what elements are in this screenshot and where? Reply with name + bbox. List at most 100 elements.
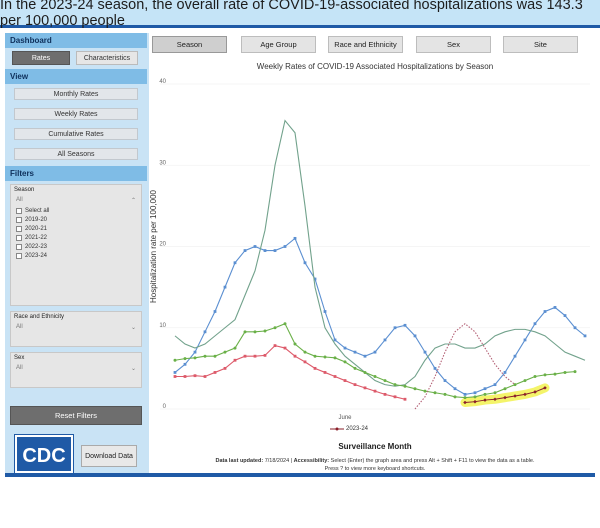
series-marker <box>373 350 377 354</box>
series-marker <box>183 362 187 366</box>
cdc-logo-text: CDC <box>22 445 65 467</box>
series-marker <box>573 370 577 374</box>
accessibility-text: Select (Enter) the graph area and press … <box>330 458 535 464</box>
tab-site[interactable]: Site <box>503 36 578 53</box>
dashboard-toggle: Rates Characteristics <box>5 48 147 69</box>
sidebar: Dashboard Rates Characteristics View Mon… <box>5 33 147 474</box>
series-marker <box>423 350 427 354</box>
checkbox-icon <box>16 243 22 250</box>
series-marker <box>203 375 207 378</box>
y-tick-label: 20 <box>159 242 166 248</box>
updated-label: Data last updated: <box>215 458 264 464</box>
series-line-2 <box>174 322 576 399</box>
series-marker <box>273 344 277 348</box>
series-marker <box>563 314 567 317</box>
option-label: 2023-24 <box>25 252 48 259</box>
chart-title: Weekly Rates of COVID-19 Associated Hosp… <box>256 62 494 71</box>
monthly-rates-button[interactable]: Monthly Rates <box>14 88 138 100</box>
characteristics-button[interactable]: Characteristics <box>76 51 138 65</box>
tab-sex[interactable]: Sex <box>416 36 491 53</box>
cumulative-rates-button[interactable]: Cumulative Rates <box>14 128 138 140</box>
series-marker <box>413 334 417 338</box>
series-marker <box>533 390 537 394</box>
series-marker <box>463 400 467 405</box>
series-marker <box>393 395 397 399</box>
series-marker <box>243 249 247 252</box>
series-marker <box>243 354 247 358</box>
series-marker <box>283 346 287 350</box>
checkbox-icon <box>16 252 22 259</box>
series-marker <box>543 310 547 313</box>
season-filter[interactable]: Season All ⌃ Select all 2019-20 2020-21 … <box>10 184 142 306</box>
series-marker <box>173 375 177 378</box>
race-filter[interactable]: Race and Ethnicity All ⌄ <box>10 311 142 347</box>
series-marker <box>543 373 547 377</box>
race-dropdown[interactable]: All ⌄ <box>11 322 141 333</box>
series-marker <box>303 261 307 265</box>
sex-filter[interactable]: Sex All ⌄ <box>10 352 142 388</box>
season-option-2022-23[interactable]: 2022-23 <box>11 242 141 251</box>
view-buttons: Monthly Rates Weekly Rates Cumulative Ra… <box>5 88 147 166</box>
tab-race-ethnicity[interactable]: Race and Ethnicity <box>328 36 403 53</box>
chevron-down-icon: ⌄ <box>130 325 136 331</box>
season-option-2019-20[interactable]: 2019-20 <box>11 215 141 224</box>
series-marker <box>173 358 177 362</box>
series-marker <box>483 387 487 391</box>
series-marker <box>233 358 237 362</box>
reset-filters-button[interactable]: Reset Filters <box>10 406 142 425</box>
series-marker <box>463 392 467 396</box>
series-marker <box>323 310 327 313</box>
series-marker <box>333 338 337 342</box>
sex-dropdown[interactable]: All ⌄ <box>11 363 141 374</box>
rates-button[interactable]: Rates <box>12 51 70 65</box>
series-marker <box>363 386 367 390</box>
series-marker <box>433 366 437 370</box>
series-marker <box>263 329 267 333</box>
chart-legend: 2023-24 <box>330 426 368 432</box>
series-marker <box>423 389 427 393</box>
season-option-2020-21[interactable]: 2020-21 <box>11 224 141 233</box>
series-marker <box>483 392 487 396</box>
series-marker <box>493 383 497 387</box>
download-data-button[interactable]: Download Data <box>81 445 137 467</box>
all-seasons-button[interactable]: All Seasons <box>14 148 138 160</box>
season-dropdown[interactable]: All ⌃ <box>11 195 141 206</box>
series-marker <box>293 342 297 346</box>
series-marker <box>283 245 287 248</box>
series-marker <box>263 249 267 252</box>
race-filter-label: Race and Ethnicity <box>14 314 65 320</box>
series-marker <box>373 389 377 393</box>
checkbox-icon <box>16 216 22 223</box>
series-marker <box>233 261 237 265</box>
headline-banner: In the 2023-24 season, the overall rate … <box>0 0 600 29</box>
series-marker <box>503 395 507 400</box>
series-marker <box>513 394 517 398</box>
series-marker <box>253 354 257 358</box>
season-option-2021-22[interactable]: 2021-22 <box>11 233 141 242</box>
option-label: 2021-22 <box>25 234 48 241</box>
season-option-2023-24[interactable]: 2023-24 <box>11 251 141 260</box>
x-axis-label: Surveillance Month <box>338 442 412 451</box>
checkbox-icon <box>16 225 22 232</box>
series-marker <box>263 353 267 357</box>
series-marker <box>333 356 337 360</box>
series-marker <box>563 370 567 374</box>
updated-value: 7/18/2024 <box>264 458 290 464</box>
filters-section-header: Filters <box>5 166 147 181</box>
chevron-up-icon: ⌃ <box>130 198 136 204</box>
highlight-band <box>460 383 550 407</box>
series-marker <box>503 387 507 391</box>
tab-season[interactable]: Season <box>152 36 227 53</box>
series-line-4 <box>414 322 516 410</box>
series-marker <box>213 371 217 374</box>
season-option-select-all[interactable]: Select all <box>11 206 141 215</box>
tab-age-group[interactable]: Age Group <box>241 36 316 53</box>
series-marker <box>393 383 397 387</box>
weekly-rates-button[interactable]: Weekly Rates <box>14 108 138 120</box>
series-marker <box>503 371 507 374</box>
cdc-logo[interactable]: CDC <box>14 434 74 474</box>
series-marker <box>413 387 417 391</box>
option-label: 2019-20 <box>25 216 48 223</box>
series-marker <box>313 366 317 370</box>
series-marker <box>453 395 457 399</box>
